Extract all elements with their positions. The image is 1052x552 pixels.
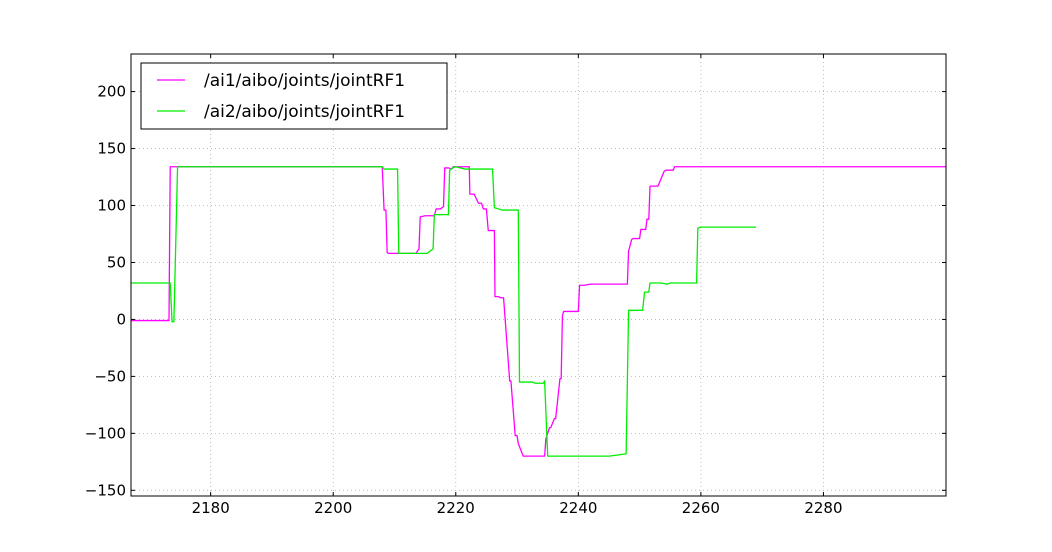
- x-tick-label: 2180: [192, 499, 230, 517]
- legend-box: [140, 62, 448, 130]
- series-lines: [131, 166, 946, 457]
- legend-label-1: /ai1/aibo/joints/jointRF1: [204, 71, 405, 91]
- y-tick-label: 50: [107, 253, 126, 271]
- x-tick-label: 2280: [804, 499, 842, 517]
- plot-frame: [130, 53, 947, 497]
- legend-label-2: /ai2/aibo/joints/jointRF1: [204, 102, 405, 122]
- x-tick-label: 2200: [314, 499, 352, 517]
- y-tick-label: 200: [97, 83, 126, 101]
- y-tick-label: −100: [85, 424, 126, 442]
- series-line-1: [131, 166, 946, 457]
- axis-ticks: 2180 2200 2220 2240 2260 2280 −150 −100 −50 0 50 10…: [85, 54, 946, 517]
- y-tick-label: −50: [94, 367, 126, 385]
- y-tick-label: 150: [97, 140, 126, 158]
- grid-lines: [131, 54, 946, 496]
- x-tick-label: 2260: [682, 499, 720, 517]
- y-tick-label: 100: [97, 197, 126, 215]
- x-tick-label: 2220: [437, 499, 475, 517]
- series-line-2: [131, 166, 757, 457]
- y-tick-label: 0: [116, 310, 126, 328]
- legend: /ai1/aibo/joints/jointRF1/ai2/aibo/joint…: [140, 62, 448, 130]
- x-tick-label: 2240: [559, 499, 597, 517]
- y-tick-label: −150: [85, 481, 126, 499]
